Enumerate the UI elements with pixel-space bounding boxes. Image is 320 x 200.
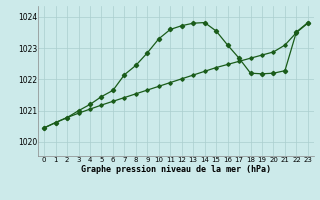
X-axis label: Graphe pression niveau de la mer (hPa): Graphe pression niveau de la mer (hPa) [81, 165, 271, 174]
